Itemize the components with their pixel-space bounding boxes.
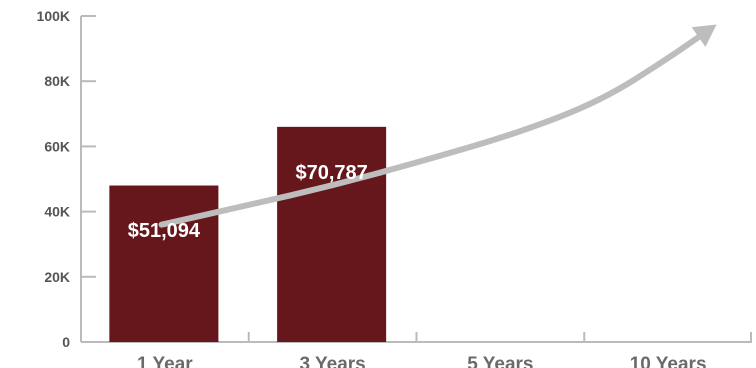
trend-arrow-head (691, 24, 717, 47)
y-axis-ticks: 0 20K 40K 60K 80K 100K (37, 8, 96, 350)
x-category-label: 3 Years (300, 354, 366, 368)
bar-data-label: $70,787 (295, 162, 367, 184)
bar (277, 126, 387, 342)
x-category-label: 1 Year (137, 354, 193, 368)
y-tick-label: 60K (44, 138, 70, 154)
bar-data-label: $51,094 (128, 220, 201, 242)
x-category-label: 5 Years (467, 354, 533, 368)
y-tick-label: 20K (44, 269, 70, 285)
bar (109, 185, 219, 342)
y-tick-label: 40K (44, 204, 70, 220)
y-tick-label: 100K (37, 8, 70, 24)
bar-series (109, 126, 387, 342)
data-labels: $51,094 $70,787 (128, 162, 368, 242)
y-tick-label: 0 (62, 334, 70, 350)
trend-arrow (158, 24, 717, 228)
x-axis-ticks: 1 Year 3 Years 5 Years 10 Years (137, 332, 752, 368)
y-tick-label: 80K (44, 73, 70, 89)
trend-line (158, 26, 714, 228)
x-category-label: 10 Years (630, 354, 707, 368)
